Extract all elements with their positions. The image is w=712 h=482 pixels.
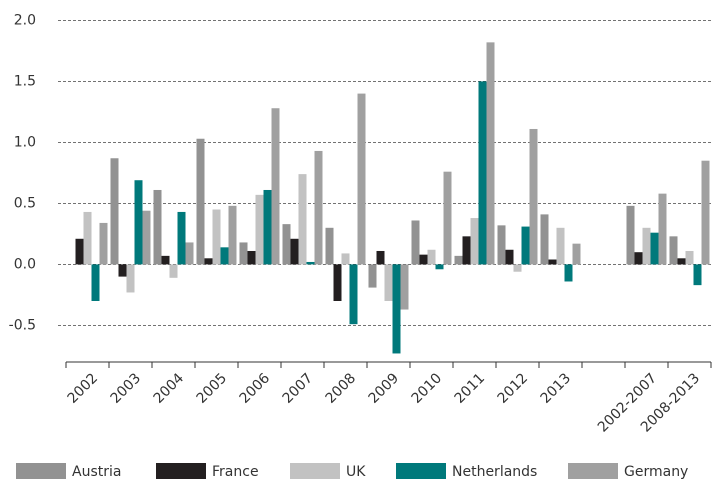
- bar: [75, 238, 84, 265]
- x-tick-label: 2010: [409, 370, 446, 407]
- bar: [556, 227, 565, 265]
- bar: [298, 174, 307, 265]
- bar: [349, 264, 358, 325]
- bar: [411, 220, 420, 265]
- x-tick-label: 2007: [280, 370, 317, 407]
- bar: [255, 194, 264, 265]
- bar: [540, 214, 549, 265]
- bar: [529, 128, 538, 265]
- x-tick-label: 2008: [323, 370, 360, 407]
- legend-swatch: [568, 463, 618, 479]
- bar: [669, 236, 678, 265]
- bar: [228, 205, 237, 265]
- bar: [497, 225, 506, 265]
- x-tick-label: 2003: [108, 370, 145, 407]
- bar: [341, 253, 350, 265]
- bar: [110, 158, 119, 265]
- bar: [99, 222, 108, 265]
- x-tick-label: 2013: [538, 370, 575, 407]
- bar: [572, 243, 581, 265]
- bar: [263, 189, 272, 265]
- legend-swatch: [156, 463, 206, 479]
- bar: [650, 232, 659, 265]
- y-tick-label: 2.0: [14, 12, 36, 28]
- legend-label: UK: [346, 464, 366, 480]
- x-tick-label: 2004: [151, 370, 188, 407]
- bar: [564, 264, 573, 282]
- bar: [419, 254, 428, 265]
- bar: [239, 242, 248, 265]
- bar: [290, 238, 299, 265]
- x-tick-label: 2005: [194, 370, 231, 407]
- bar: [212, 209, 221, 265]
- bar: [185, 242, 194, 265]
- y-tick-label: -0.5: [9, 317, 36, 333]
- bar: [306, 261, 315, 265]
- bar: [443, 171, 452, 265]
- bar: [126, 264, 135, 293]
- legend-label: Netherlands: [452, 464, 537, 480]
- bar: [368, 264, 377, 288]
- bar: [325, 227, 334, 265]
- bar: [153, 189, 162, 265]
- bar: [134, 180, 143, 265]
- bar: [470, 218, 479, 265]
- bar: [427, 249, 436, 265]
- bar: [333, 264, 342, 301]
- bar: [513, 264, 522, 272]
- bar: [142, 210, 151, 265]
- bar: [357, 93, 366, 265]
- bar: [642, 227, 651, 265]
- y-tick-label: 0.5: [14, 195, 36, 211]
- bar: [83, 211, 92, 265]
- legend-label: France: [212, 464, 259, 480]
- legend-label: Austria: [72, 464, 121, 480]
- bar: [384, 264, 393, 301]
- legend-swatch: [396, 463, 446, 479]
- bar: [220, 247, 229, 265]
- bar: [685, 250, 694, 265]
- bar: [548, 259, 557, 265]
- bar: [400, 264, 409, 310]
- bar: [91, 264, 100, 301]
- bar: [521, 226, 530, 265]
- bar: [677, 258, 686, 265]
- bar: [454, 255, 463, 265]
- x-tick-label: 2009: [366, 370, 403, 407]
- bar: [693, 264, 702, 286]
- bar: [314, 150, 323, 265]
- legend-label: Germany: [624, 464, 688, 480]
- bar: [204, 258, 213, 265]
- bar: [478, 81, 487, 265]
- bar: [161, 255, 170, 265]
- x-tick-label: 2006: [237, 370, 274, 407]
- bar: [282, 224, 291, 265]
- bar: [177, 211, 186, 265]
- bar: [462, 236, 471, 265]
- bar: [505, 249, 514, 265]
- bar: [169, 264, 178, 278]
- bar: [658, 193, 667, 265]
- y-tick-label: 1.0: [14, 134, 36, 150]
- bar: [435, 264, 444, 270]
- bar: [376, 250, 385, 265]
- bar: [626, 205, 635, 265]
- x-tick-label: 2011: [452, 370, 489, 407]
- y-tick-label: 1.5: [14, 73, 36, 89]
- y-tick-label: 0.0: [14, 256, 36, 272]
- bar: [486, 42, 495, 265]
- x-tick-label: 2002: [65, 370, 102, 407]
- bar: [701, 160, 710, 265]
- bar: [196, 138, 205, 265]
- bar: [271, 108, 280, 265]
- x-tick-label: 2012: [495, 370, 532, 407]
- legend-swatch: [290, 463, 340, 479]
- bar: [118, 264, 127, 277]
- bar: [634, 252, 643, 265]
- bar: [392, 264, 401, 354]
- legend-swatch: [16, 463, 66, 479]
- bar: [247, 250, 256, 265]
